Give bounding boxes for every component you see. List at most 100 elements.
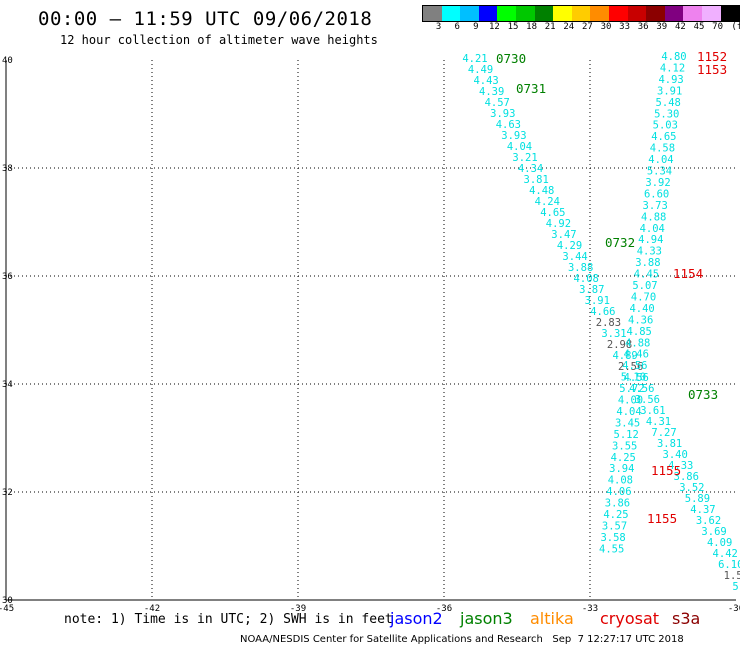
jason3-swh-value: 4.48	[529, 185, 554, 197]
jason3-swh-value: 4.33	[668, 460, 693, 472]
jason3-time-label: 0733	[688, 387, 718, 402]
color-swatch	[571, 6, 591, 21]
cryosat-time-label: 1152	[697, 49, 727, 64]
cryosat-swh-value: 4.56	[622, 360, 647, 372]
credit-line: NOAA/NESDIS Center for Satellite Applica…	[240, 634, 684, 645]
cryosat-swh-value: 5.48	[656, 97, 681, 109]
cryosat-swh-value: 4.06	[606, 486, 631, 498]
cryosat-swh-value: 4.80	[661, 51, 686, 63]
jason3-swh-value: 2.98	[607, 339, 632, 351]
latitude-label: 36	[2, 272, 13, 282]
jason3-swh-value: 4.04	[507, 141, 532, 153]
jason3-swh-value: 3.81	[657, 438, 682, 450]
color-scale-label: 33	[619, 22, 631, 32]
legend-cryosat: cryosat	[600, 609, 660, 628]
cryosat-swh-value: 4.08	[608, 475, 633, 487]
cryosat-swh-value: 3.55	[612, 440, 637, 452]
jason3-swh-value: 4.66	[590, 306, 615, 318]
cryosat-swh-value: 3.88	[635, 257, 660, 269]
color-scale-label: 70	[712, 22, 724, 32]
color-scale-label: 15	[507, 22, 519, 32]
cryosat-swh-value: 5.30	[654, 108, 679, 120]
jason3-swh-value: 4.39	[479, 86, 504, 98]
jason3-swh-value: 4.24	[535, 196, 560, 208]
cryosat-swh-value: 3.58	[600, 532, 625, 544]
jason3-time-label: 0732	[605, 235, 635, 250]
jason3-swh-value: 4.09	[707, 537, 732, 549]
cryosat-swh-value: 4.12	[660, 62, 685, 74]
color-scale-label: 36	[637, 22, 649, 32]
cryosat-swh-value: 4.33	[637, 246, 662, 258]
jason3-swh-value: 4.34	[518, 163, 543, 175]
jason3-swh-value: 3.61	[640, 405, 665, 417]
cryosat-swh-value: 4.55	[599, 543, 624, 555]
color-scale-bar	[422, 5, 740, 22]
cryosat-swh-value: 5.10	[621, 372, 646, 384]
color-scale-label: 9	[473, 22, 479, 32]
cryosat-swh-value: 4.93	[658, 74, 683, 86]
cryosat-swh-value: 5.03	[653, 120, 678, 132]
jason3-swh-value: 3.52	[679, 482, 704, 494]
jason3-swh-value: 4.65	[540, 207, 565, 219]
color-swatch	[423, 6, 442, 21]
jason3-swh-value: 4.29	[557, 240, 582, 252]
color-swatch	[720, 6, 740, 21]
latitude-label: 38	[2, 164, 13, 174]
cryosat-swh-value: 4.40	[629, 303, 654, 315]
jason3-swh-value: 5.89	[685, 493, 710, 505]
longitude-label: -30	[728, 604, 740, 614]
cryosat-swh-value: 5.34	[647, 166, 672, 178]
color-swatch	[701, 6, 721, 21]
cryosat-time-label: 1154	[673, 266, 703, 281]
cryosat-swh-value: 4.88	[625, 337, 650, 349]
jason3-swh-value: 5.6	[732, 581, 740, 593]
jason3-swh-value: 4.37	[690, 504, 715, 516]
color-scale-label: 24	[563, 22, 575, 32]
jason3-swh-value: 3.91	[585, 295, 610, 307]
color-swatch	[664, 6, 684, 21]
color-scale-label: 45	[693, 22, 705, 32]
jason3-swh-value: 4.42	[713, 548, 738, 560]
color-swatch	[460, 6, 479, 21]
latitude-label: 30	[2, 596, 13, 606]
jason3-swh-value: 4.56	[629, 383, 654, 395]
cryosat-swh-value: 3.91	[657, 85, 682, 97]
longitude-label: -36	[436, 604, 452, 614]
jason3-swh-value: 6.10	[718, 559, 740, 571]
cryosat-swh-value: 6.60	[644, 188, 669, 200]
jason3-swh-value: 4.21	[462, 53, 487, 65]
color-scale-label: 18	[526, 22, 538, 32]
color-swatch	[534, 6, 554, 21]
jason3-swh-value: 7.27	[651, 427, 676, 439]
cryosat-swh-value: 4.00	[618, 395, 643, 407]
color-scale-label: 27	[581, 22, 593, 32]
color-scale-label: 30	[600, 22, 612, 32]
cryosat-swh-value: 3.57	[602, 520, 627, 532]
cryosat-swh-value: 4.46	[624, 349, 649, 361]
color-scale-label: 21	[544, 22, 556, 32]
cryosat-swh-value: 4.36	[628, 314, 653, 326]
longitude-label: -42	[144, 604, 160, 614]
cryosat-swh-value: 3.94	[609, 463, 634, 475]
jason3-swh-value: 3.93	[490, 108, 515, 120]
cryosat-swh-value: 4.45	[634, 269, 659, 281]
cryosat-swh-value: 4.85	[627, 326, 652, 338]
cryosat-swh-value: 5.12	[614, 429, 639, 441]
jason3-swh-value: 3.88	[568, 262, 593, 274]
jason3-swh-value: 4.56	[624, 372, 649, 384]
legend-jason2: jason2	[390, 609, 443, 628]
jason3-swh-value: 3.93	[501, 130, 526, 142]
color-swatch	[497, 6, 516, 21]
legend-jason3: jason3	[460, 609, 513, 628]
map-title: 00:00 – 11:59 UTC 09/06/2018	[38, 8, 373, 30]
jason3-swh-value: 3.87	[579, 284, 604, 296]
longitude-label: -33	[582, 604, 598, 614]
jason3-time-label: 0730	[496, 51, 526, 66]
jason3-swh-value: 3.40	[663, 449, 688, 461]
color-swatch	[627, 6, 647, 21]
footnote: note: 1) Time is in UTC; 2) SWH is in fe…	[64, 612, 393, 627]
jason3-swh-value: 4.31	[646, 416, 671, 428]
jason3-swh-value: 3.31	[601, 328, 626, 340]
map-subtitle: 12 hour collection of altimeter wave hei…	[60, 33, 378, 47]
